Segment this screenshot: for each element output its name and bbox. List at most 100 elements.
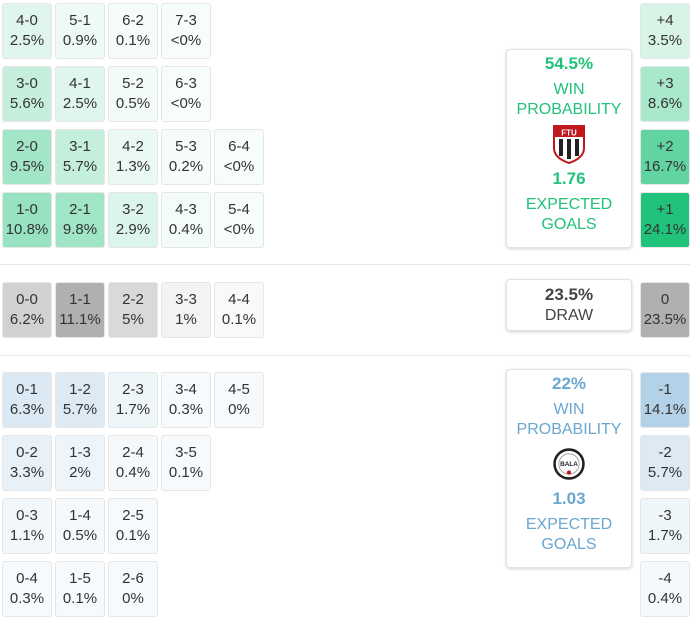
home-score-cell-score: 5-2 [122, 75, 144, 92]
goal-margin-cell: +1 24.1% [640, 192, 690, 248]
away-score-cell-probability: 0.1% [115, 527, 151, 544]
away-score-cell: 4-5 0% [214, 372, 264, 428]
away-score-cell: 1-2 5.7% [55, 372, 105, 428]
home-score-cell-probability: 0.4% [168, 221, 204, 238]
away-score-cell-score: 0-2 [16, 444, 38, 461]
home-score-cell: 4-3 0.4% [161, 192, 211, 248]
home-score-cell-probability: 2.5% [62, 95, 98, 112]
away-score-cell: 2-4 0.4% [108, 435, 158, 491]
goal-margin-cell: -2 5.7% [640, 435, 690, 491]
away-score-cell-score: 3-5 [175, 444, 197, 461]
away-score-cell: 0-4 0.3% [2, 561, 52, 617]
home-score-cell-probability: 0.5% [115, 95, 151, 112]
away-crest-text: BALA [560, 461, 578, 468]
home-win-label-2: PROBABILITY [516, 101, 622, 118]
home-score-cell-probability: <0% [170, 95, 202, 112]
draw-score-cell-probability: 1% [175, 311, 197, 328]
home-score-cell: 6-2 0.1% [108, 3, 158, 59]
goal-margin-cell: 0 23.5% [640, 282, 690, 338]
home-win-percentage: 54.5% [544, 54, 594, 73]
goal-margin-cell-probability: 8.6% [647, 95, 683, 112]
draw-score-cell-score: 1-1 [69, 291, 91, 308]
home-score-cell-score: 3-1 [69, 138, 91, 155]
away-score-cell-probability: 1.7% [115, 401, 151, 418]
home-team-crest-icon: FTU [553, 125, 585, 164]
home-score-cell: 5-2 0.5% [108, 66, 158, 122]
home-score-cell: 3-2 2.9% [108, 192, 158, 248]
away-score-cell: 2-6 0% [108, 561, 158, 617]
home-score-cell-probability: 0.1% [115, 32, 151, 49]
goal-margin-cell: -3 1.7% [640, 498, 690, 554]
home-score-cell-score: 4-3 [175, 201, 197, 218]
goal-margin-cell-probability: 3.5% [647, 32, 683, 49]
away-score-cell-score: 0-4 [16, 570, 38, 587]
draw-score-cell-probability: 6.2% [9, 311, 45, 328]
home-score-cell-score: 4-2 [122, 138, 144, 155]
home-score-cell-probability: 9.8% [62, 221, 98, 238]
goal-margin-cell-score: +1 [656, 201, 674, 218]
draw-score-cell: 0-0 6.2% [2, 282, 52, 338]
away-score-cell-score: 2-6 [122, 570, 144, 587]
home-xg-label-2: GOALS [541, 216, 597, 233]
away-score-cell-probability: 0% [228, 401, 250, 418]
away-score-cell: 3-4 0.3% [161, 372, 211, 428]
away-score-cell-score: 4-5 [228, 381, 250, 398]
home-score-cell-probability: 1.3% [115, 158, 151, 175]
draw-score-cell: 3-3 1% [161, 282, 211, 338]
away-win-label-1: WIN [553, 401, 585, 418]
away-xg-label-2: GOALS [541, 536, 597, 553]
draw-score-cell: 2-2 5% [108, 282, 158, 338]
home-win-label-1: WIN [553, 81, 585, 98]
home-score-cell: 7-3 <0% [161, 3, 211, 59]
goal-margin-cell: -1 14.1% [640, 372, 690, 428]
away-score-cell-score: 2-4 [122, 444, 144, 461]
away-expected-goals: 1.03 [552, 489, 586, 508]
home-score-cell: 4-1 2.5% [55, 66, 105, 122]
away-score-cell-probability: 0.1% [168, 464, 204, 481]
home-score-cell-score: 3-2 [122, 201, 144, 218]
home-crest-text: FTU [561, 129, 577, 138]
away-score-cell-score: 2-5 [122, 507, 144, 524]
goal-margin-cell-score: +4 [656, 12, 674, 29]
home-score-cell: 5-4 <0% [214, 192, 264, 248]
away-score-cell: 2-3 1.7% [108, 372, 158, 428]
goal-margin-cell-score: +2 [656, 138, 674, 155]
home-score-cell-score: 6-2 [122, 12, 144, 29]
away-score-cell-score: 3-4 [175, 381, 197, 398]
away-score-cell-probability: 5.7% [62, 401, 98, 418]
goal-margin-cell-probability: 1.7% [647, 527, 683, 544]
goal-margin-cell-score: -3 [658, 507, 672, 524]
goal-margin-cell-score: 0 [660, 291, 670, 308]
home-score-cell: 5-3 0.2% [161, 129, 211, 185]
home-score-cell-probability: 0.2% [168, 158, 204, 175]
away-win-card: 22% WIN PROBABILITY BALA 1.03 EXPECTED G… [506, 369, 632, 568]
away-score-cell: 1-4 0.5% [55, 498, 105, 554]
away-score-cell-score: 2-3 [122, 381, 144, 398]
section-divider-top [0, 264, 690, 265]
home-score-cell: 4-0 2.5% [2, 3, 52, 59]
away-score-cell-probability: 0.5% [62, 527, 98, 544]
away-win-percentage: 22% [551, 374, 587, 393]
away-score-cell-probability: 0.3% [168, 401, 204, 418]
goal-margin-cell-score: +3 [656, 75, 674, 92]
away-team-crest-icon: BALA [553, 448, 585, 480]
away-score-cell-score: 1-5 [69, 570, 91, 587]
away-score-cell: 3-5 0.1% [161, 435, 211, 491]
goal-margin-cell-score: -1 [658, 381, 672, 398]
home-score-cell: 6-3 <0% [161, 66, 211, 122]
away-score-cell-probability: 0.4% [115, 464, 151, 481]
home-score-cell-score: 6-3 [175, 75, 197, 92]
home-score-cell-probability: 10.8% [5, 221, 49, 238]
draw-score-cell-score: 2-2 [122, 291, 144, 308]
home-score-cell-score: 5-4 [228, 201, 250, 218]
draw-card: 23.5% DRAW [506, 279, 632, 331]
away-score-cell-score: 0-3 [16, 507, 38, 524]
home-win-card: 54.5% WIN PROBABILITY FTU 1.76 EXPECTED … [506, 49, 632, 248]
goal-margin-cell-probability: 24.1% [643, 221, 687, 238]
draw-score-cell-probability: 5% [122, 311, 144, 328]
away-score-cell: 1-3 2% [55, 435, 105, 491]
away-score-cell-score: 1-3 [69, 444, 91, 461]
home-xg-label-1: EXPECTED [525, 196, 613, 213]
away-score-cell-probability: 1.1% [9, 527, 45, 544]
home-score-cell-probability: 5.7% [62, 158, 98, 175]
